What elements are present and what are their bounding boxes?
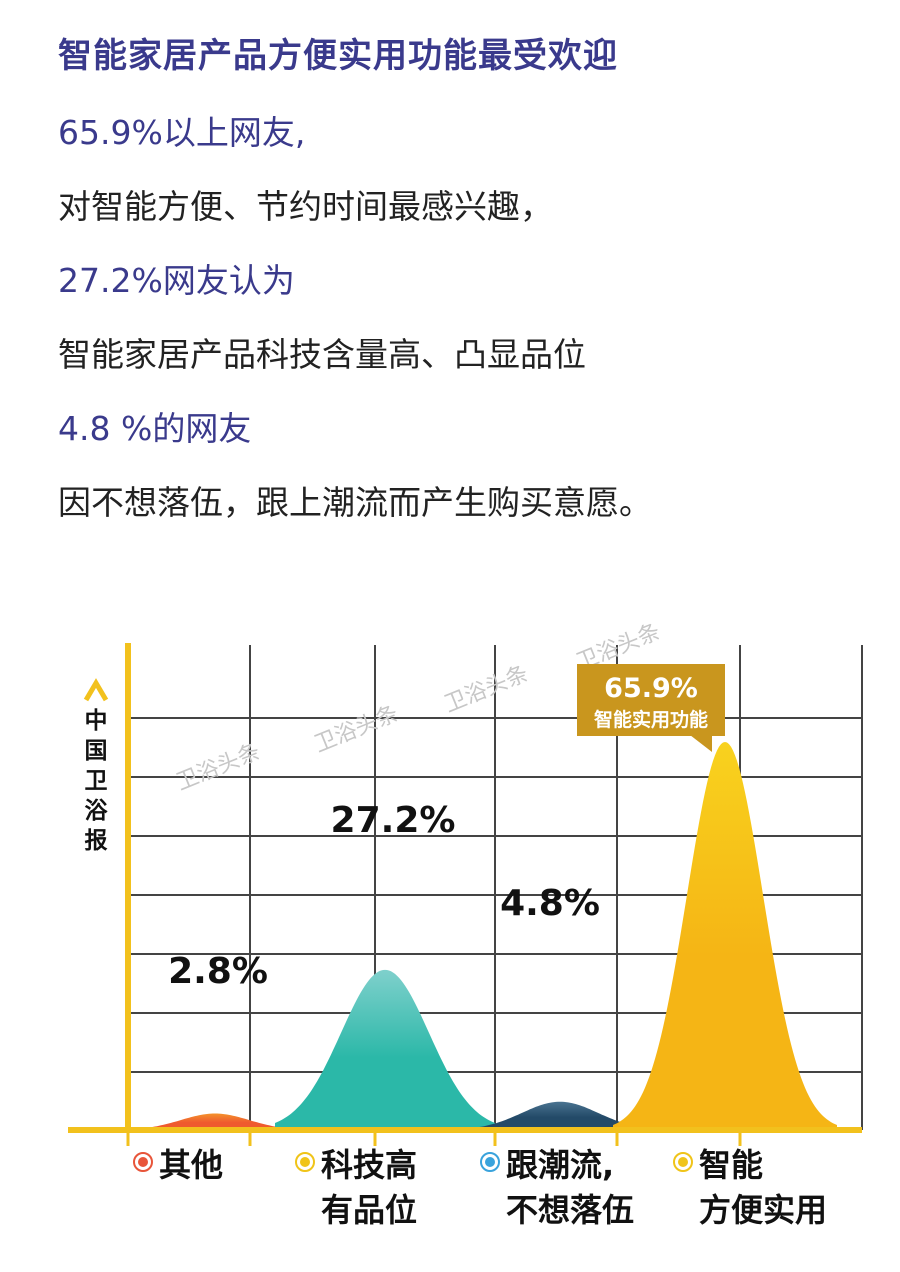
y-axis-label-char: 国 (85, 738, 108, 764)
paragraph-line: 智能家居产品科技含量高、凸显品位 (58, 335, 586, 374)
callout-value: 65.9% (604, 673, 698, 704)
paragraph-line: 65.9%以上网友, (58, 113, 306, 152)
callout-pointer (690, 735, 712, 752)
category-label: 跟潮流, (506, 1146, 614, 1184)
y-axis-label-char: 中 (85, 708, 108, 734)
data-label: 27.2% (331, 800, 456, 841)
bell-curve-3 (464, 1101, 656, 1130)
legend-dot (300, 1157, 310, 1167)
bell-curve-2 (275, 969, 495, 1130)
legend-dot (678, 1157, 688, 1167)
callout-bg (577, 664, 725, 736)
category-label: 其他 (159, 1146, 223, 1184)
y-axis-arrow (83, 678, 109, 702)
category-label: 有品位 (321, 1191, 417, 1229)
y-axis-label-char: 卫 (85, 768, 108, 794)
category-label: 方便实用 (699, 1191, 827, 1229)
paragraph-line: 对智能方便、节约时间最感兴趣， (58, 187, 553, 226)
watermark-text: 卫浴头条 (311, 701, 402, 757)
paragraph-line: 因不想落伍，跟上潮流而产生购买意愿。 (58, 483, 652, 522)
legend-dot (138, 1157, 148, 1167)
page-title: 智能家居产品方便实用功能最受欢迎 (58, 36, 618, 76)
data-label: 4.8% (500, 883, 600, 924)
y-axis-label-char: 报 (85, 828, 108, 854)
category-label: 智能 (699, 1146, 763, 1184)
y-axis-label-char: 浴 (85, 798, 109, 824)
paragraph-line: 27.2%网友认为 (58, 261, 295, 300)
intro-paragraph: 65.9%以上网友, 对智能方便、节约时间最感兴趣， 27.2%网友认为 智能家… (58, 108, 878, 552)
callout-label: 智能实用功能 (594, 708, 708, 731)
watermark-text: 卫浴头条 (441, 661, 532, 717)
paragraph-line: 4.8 %的网友 (58, 409, 252, 448)
category-label: 不想落伍 (506, 1191, 634, 1229)
bell-curve-1 (127, 1113, 303, 1130)
data-label: 2.8% (168, 951, 268, 992)
callout-box: 65.9% 智能实用功能 (577, 664, 725, 752)
category-label: 科技高 (321, 1146, 417, 1184)
bell-curve-4 (613, 742, 837, 1130)
legend-dot (485, 1157, 495, 1167)
